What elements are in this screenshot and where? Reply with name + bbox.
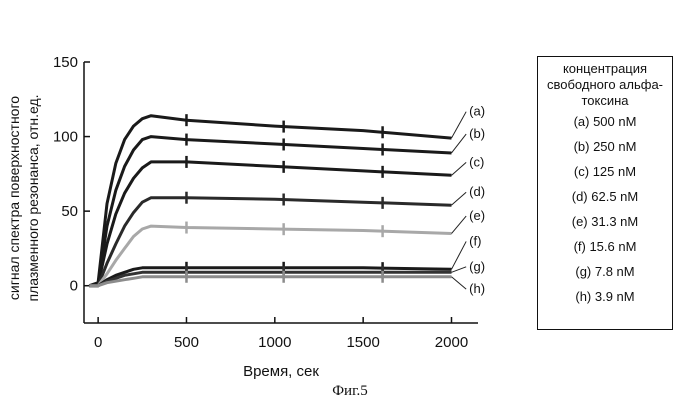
curve-label-leader: [451, 277, 466, 289]
chart-series-layer: [89, 114, 451, 286]
curve-label-leader: [451, 267, 466, 272]
curve-label-f: (f): [469, 233, 481, 248]
figure-caption: Фиг.5: [0, 383, 700, 400]
legend: концентрация свободного альфа-токсина (a…: [537, 56, 673, 330]
x-axis-title: Время, сек: [243, 363, 319, 380]
legend-items: (a) 500 nM(b) 250 nM(c) 125 nM(d) 62.5 n…: [538, 109, 672, 309]
curve-label-leader: [451, 216, 466, 233]
curve-label-b: (b): [469, 126, 485, 141]
legend-entry: (a) 500 nM: [538, 109, 672, 134]
legend-entry: (c) 125 nM: [538, 159, 672, 184]
curve-label-c: (c): [469, 154, 484, 169]
y-tick-label: 0: [70, 278, 78, 295]
y-tick-label: 50: [61, 203, 78, 220]
curve-label-h: (h): [469, 281, 485, 296]
legend-title: концентрация свободного альфа-токсина: [538, 61, 672, 109]
y-axis-title-line2: плазменного резонанса, отн.ед.: [25, 94, 41, 301]
legend-entry: (f) 15.6 nM: [538, 234, 672, 259]
curve-label-leader: [451, 112, 466, 138]
legend-entry: (g) 7.8 nM: [538, 259, 672, 284]
curve-label-leader: [451, 241, 466, 269]
curve-label-leader: [451, 192, 466, 205]
curve-label-d: (d): [469, 184, 485, 199]
curve-label-leader: [451, 162, 466, 175]
x-tick-label: 2000: [435, 334, 468, 351]
x-tick-label: 1000: [258, 334, 291, 351]
curve-label-e: (e): [469, 208, 485, 223]
legend-entry: (h) 3.9 nM: [538, 284, 672, 309]
y-tick-label: 150: [53, 54, 78, 71]
curve-label-a: (a): [469, 104, 485, 119]
x-tick-label: 500: [174, 334, 199, 351]
x-tick-label: 0: [94, 334, 102, 351]
curve-label-leader: [451, 134, 466, 153]
legend-entry: (e) 31.3 nM: [538, 209, 672, 234]
legend-entry: (b) 250 nM: [538, 134, 672, 159]
y-tick-label: 100: [53, 129, 78, 146]
series-line-h: [89, 277, 451, 286]
x-tick-label: 1500: [346, 334, 379, 351]
y-axis-title-line1: сигнал спектра поверхностного: [6, 96, 22, 300]
legend-entry: (d) 62.5 nM: [538, 184, 672, 209]
series-line-b: [89, 137, 451, 286]
curve-label-g: (g): [469, 259, 485, 274]
series-line-g: [89, 272, 451, 285]
chart-curve-labels: (a) (b) (c) (d) (e) (f) (g) (h): [451, 104, 485, 296]
